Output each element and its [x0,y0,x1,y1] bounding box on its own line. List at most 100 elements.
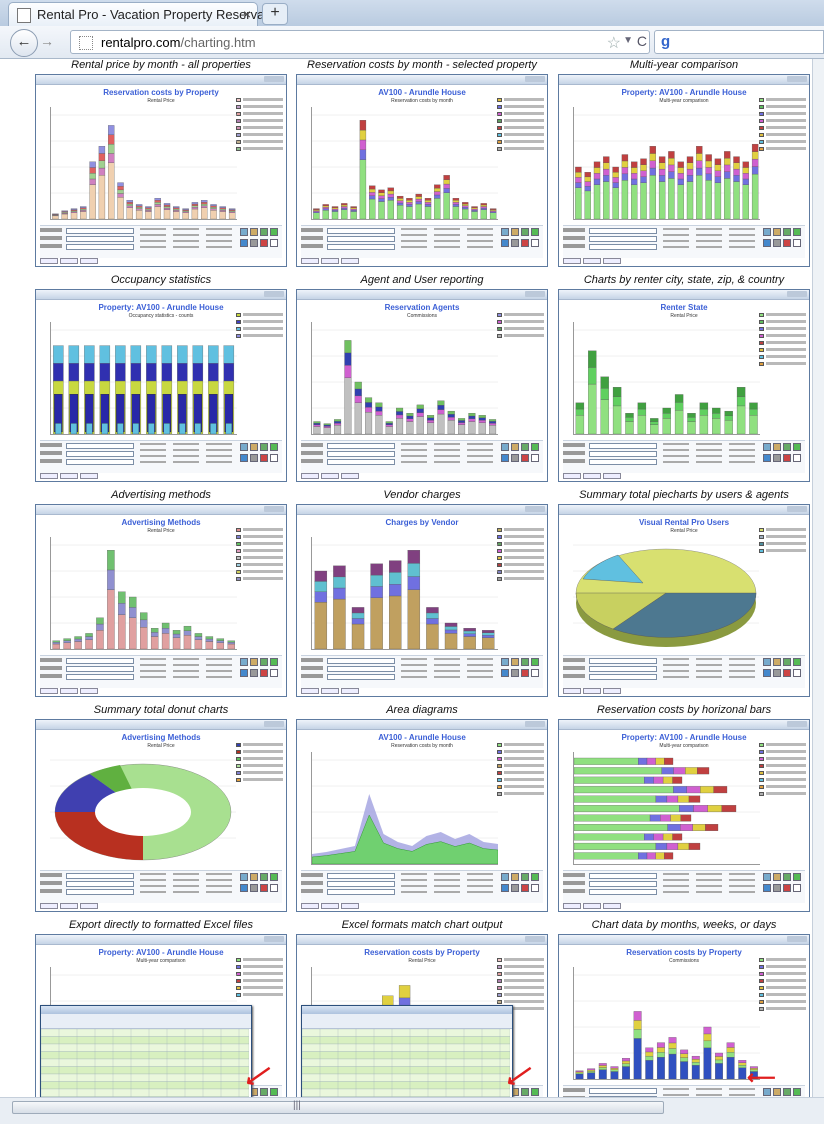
toolbar-icon[interactable] [270,873,278,881]
toolbar-icon[interactable] [763,669,771,677]
toolbar-icon[interactable] [240,884,248,892]
option-checkbox[interactable] [467,228,493,230]
toolbar-icon[interactable] [531,454,539,462]
option-checkbox[interactable] [401,664,427,666]
toolbar-icon[interactable] [783,239,791,247]
toolbar-icon[interactable] [250,443,258,451]
toolbar-icon[interactable] [270,1088,278,1096]
toolbar-icon[interactable] [511,454,519,462]
option-checkbox[interactable] [663,664,689,666]
toolbar-icon[interactable] [240,239,248,247]
option-checkbox[interactable] [401,461,427,463]
chart-controls[interactable] [301,225,543,258]
toolbar-icon[interactable] [260,228,268,236]
option-checkbox[interactable] [434,885,460,887]
option-checkbox[interactable] [467,879,493,881]
control-select[interactable] [327,244,395,250]
option-checkbox[interactable] [173,449,199,451]
option-checkbox[interactable] [206,885,232,887]
toolbar-icon[interactable] [501,669,509,677]
option-checkbox[interactable] [729,1088,755,1090]
option-checkbox[interactable] [467,873,493,875]
option-checkbox[interactable] [173,676,199,678]
toolbar-icon[interactable] [521,669,529,677]
toolbar-icon[interactable] [531,239,539,247]
chart-controls[interactable] [563,1085,805,1097]
option-checkbox[interactable] [729,885,755,887]
chart-tab[interactable] [80,688,98,694]
toolbar-icon[interactable] [511,228,519,236]
option-checkbox[interactable] [140,676,166,678]
gallery-cell[interactable]: Export directly to formatted Excel files… [33,919,289,1097]
option-checkbox[interactable] [173,228,199,230]
toolbar-icon[interactable] [250,454,258,462]
chart-screenshot[interactable]: Advertising Methods Rental Price [35,719,287,912]
toolbar-icon[interactable] [531,1088,539,1096]
option-checkbox[interactable] [729,443,755,445]
control-select[interactable] [327,881,395,887]
option-checkbox[interactable] [467,891,493,893]
toolbar-icon[interactable] [250,228,258,236]
option-checkbox[interactable] [206,443,232,445]
chart-controls[interactable] [563,440,805,473]
option-checkbox[interactable] [401,443,427,445]
option-checkbox[interactable] [729,873,755,875]
option-checkbox[interactable] [467,461,493,463]
option-checkbox[interactable] [206,455,232,457]
control-select[interactable] [66,228,134,234]
option-checkbox[interactable] [173,873,199,875]
option-checkbox[interactable] [696,461,722,463]
toolbar-icon[interactable] [763,658,771,666]
chart-tab[interactable] [80,473,98,479]
chart-screenshot[interactable]: Property: AV100 - Arundle House Multi-yea… [35,934,287,1097]
toolbar-icon[interactable] [270,228,278,236]
chart-tab[interactable] [321,903,339,909]
option-checkbox[interactable] [663,658,689,660]
toolbar-icon[interactable] [793,873,801,881]
control-select[interactable] [589,244,657,250]
toolbar-icon[interactable] [773,1088,781,1096]
toolbar-icon[interactable] [773,239,781,247]
option-checkbox[interactable] [663,443,689,445]
control-select[interactable] [66,873,134,879]
chart-controls[interactable] [301,870,543,903]
toolbar-icon[interactable] [793,239,801,247]
option-checkbox[interactable] [401,234,427,236]
option-checkbox[interactable] [434,879,460,881]
toolbar-icon[interactable] [773,443,781,451]
chart-tab[interactable] [341,688,359,694]
toolbar-icon[interactable] [783,228,791,236]
option-checkbox[interactable] [173,461,199,463]
chart-tab[interactable] [301,903,319,909]
control-select[interactable] [327,873,395,879]
toolbar-icon[interactable] [511,443,519,451]
option-checkbox[interactable] [401,658,427,660]
control-select[interactable] [66,666,134,672]
search-box[interactable]: g [654,30,824,54]
control-select[interactable] [589,1088,657,1094]
option-checkbox[interactable] [140,240,166,242]
chart-controls[interactable] [40,225,282,258]
option-checkbox[interactable] [140,891,166,893]
control-select[interactable] [589,1096,657,1097]
chart-controls[interactable] [563,655,805,688]
toolbar-icon[interactable] [773,658,781,666]
chart-controls[interactable] [563,870,805,903]
gallery-cell[interactable]: Reservation costs by horizonal bars Prope… [556,704,812,917]
toolbar-icon[interactable] [511,658,519,666]
toolbar-icon[interactable] [260,873,268,881]
toolbar-icon[interactable] [250,239,258,247]
option-checkbox[interactable] [467,664,493,666]
chart-tab[interactable] [40,473,58,479]
toolbar-icon[interactable] [511,884,519,892]
gallery-cell[interactable]: Excel formats match chart output Reservat… [294,919,550,1097]
chart-tab[interactable] [583,688,601,694]
toolbar-icon[interactable] [521,239,529,247]
chart-screenshot[interactable]: AV100 - Arundle House Reservation costs b… [296,719,548,912]
toolbar-icon[interactable] [763,884,771,892]
option-checkbox[interactable] [696,891,722,893]
control-select[interactable] [327,674,395,680]
chart-screenshot[interactable]: Visual Rental Pro Users Rental Price [558,504,810,697]
option-checkbox[interactable] [729,658,755,660]
option-checkbox[interactable] [696,879,722,881]
